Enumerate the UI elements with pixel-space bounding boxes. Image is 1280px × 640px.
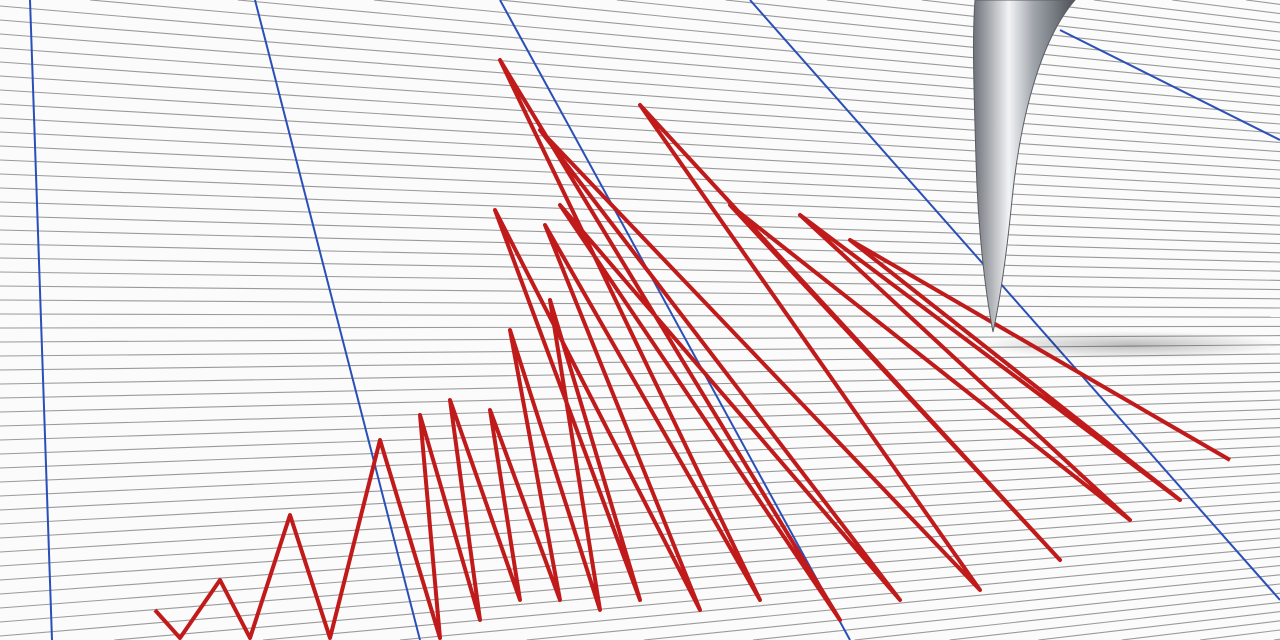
grid-line bbox=[643, 574, 1280, 640]
grid-line bbox=[0, 482, 1280, 567]
grid-line bbox=[0, 500, 1280, 595]
grid-line bbox=[1172, 0, 1280, 15]
grid-line bbox=[1246, 0, 1280, 5]
grid-line bbox=[0, 257, 1280, 281]
grid-line bbox=[752, 583, 1280, 640]
grid-line bbox=[114, 537, 1280, 640]
grid-line bbox=[0, 103, 1280, 180]
grid-line bbox=[0, 417, 1280, 469]
grid-line bbox=[0, 473, 1280, 553]
grid-line bbox=[0, 131, 1280, 199]
grid-line bbox=[0, 89, 1280, 171]
grid-line bbox=[0, 299, 1280, 309]
grid-line bbox=[0, 47, 1280, 143]
grid-line bbox=[616, 0, 1280, 70]
blue-lines bbox=[29, 0, 1280, 640]
grid-line bbox=[0, 313, 1280, 318]
grid-line bbox=[0, 491, 1280, 581]
grid-line bbox=[0, 271, 1280, 291]
grid-line bbox=[0, 229, 1280, 263]
grid-line bbox=[237, 0, 1280, 97]
grid-line bbox=[0, 436, 1280, 497]
grid-line bbox=[0, 33, 1280, 134]
grid-line bbox=[949, 601, 1280, 640]
grid-line bbox=[499, 0, 1280, 79]
grid-line bbox=[0, 159, 1280, 217]
grid-line bbox=[0, 390, 1280, 427]
grid-line bbox=[0, 519, 1280, 623]
blue-line bbox=[254, 0, 421, 640]
grid-line bbox=[0, 187, 1280, 235]
grid-line bbox=[0, 381, 1280, 413]
grid-line bbox=[1038, 611, 1280, 640]
blue-line bbox=[499, 0, 851, 640]
grid-line bbox=[0, 117, 1280, 189]
needle bbox=[972, 0, 1076, 333]
grid-line bbox=[0, 427, 1280, 483]
needle-shadow bbox=[980, 331, 1280, 359]
grid-line bbox=[0, 399, 1280, 441]
grid-line bbox=[399, 555, 1280, 640]
grid-line bbox=[1121, 620, 1280, 640]
grid-line bbox=[0, 173, 1280, 226]
grid-line bbox=[0, 445, 1280, 511]
grid-line bbox=[0, 463, 1280, 539]
grid-line bbox=[0, 371, 1280, 399]
grid-line bbox=[0, 75, 1280, 162]
grid-line bbox=[1199, 629, 1280, 640]
grid-line bbox=[373, 0, 1280, 88]
grid-line bbox=[854, 592, 1280, 640]
grid-line bbox=[1093, 0, 1280, 24]
grid-line bbox=[526, 565, 1280, 640]
grid-line bbox=[0, 325, 1280, 329]
grid-line bbox=[0, 528, 1280, 637]
blue-line bbox=[29, 0, 53, 640]
grid-line bbox=[0, 5, 1280, 116]
grid-line bbox=[0, 19, 1280, 125]
blue-line bbox=[1059, 29, 1280, 141]
grid-line bbox=[0, 145, 1280, 208]
grid-line bbox=[90, 0, 1280, 107]
blue-line bbox=[749, 0, 1280, 601]
seismic-trace bbox=[153, 58, 1232, 640]
grid-line bbox=[0, 201, 1280, 245]
grid-line bbox=[262, 546, 1280, 640]
